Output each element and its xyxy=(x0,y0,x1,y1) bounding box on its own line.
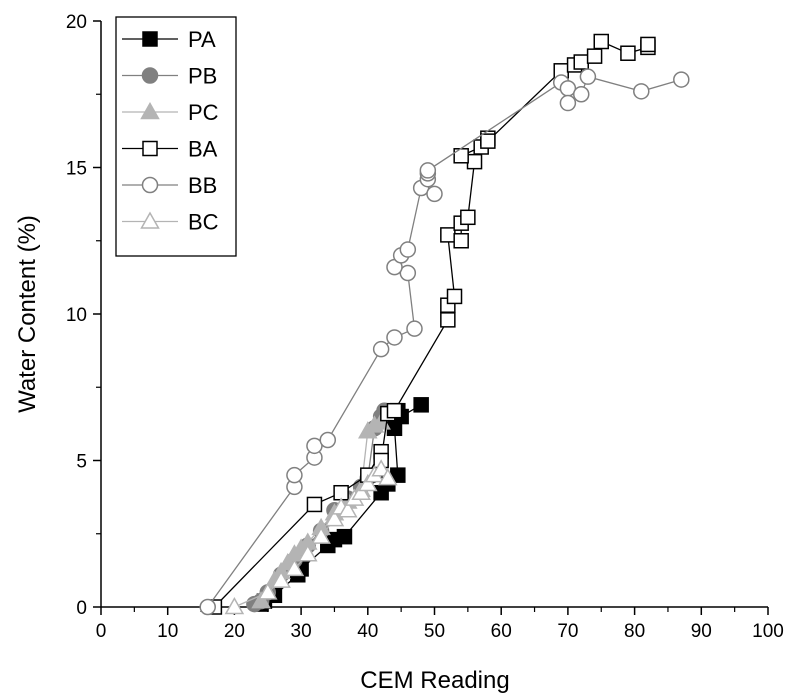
data-point-bb xyxy=(319,431,337,449)
data-point-bc xyxy=(271,570,291,588)
data-point-bb xyxy=(386,329,403,346)
series-bb xyxy=(199,68,690,616)
series-line-ba xyxy=(213,40,649,608)
x-tick-label: 90 xyxy=(691,621,712,642)
data-point-bb xyxy=(559,94,577,112)
x-tick-label: 20 xyxy=(224,621,245,642)
legend-label-ba: BA xyxy=(188,137,218,162)
data-point-bb xyxy=(199,598,216,616)
x-tick-label: 60 xyxy=(491,621,512,642)
y-tick-label: 5 xyxy=(76,452,87,473)
data-point-pa xyxy=(336,528,353,545)
data-point-bb xyxy=(673,71,690,88)
data-point-bc xyxy=(338,500,358,518)
legend-marker-bc xyxy=(140,211,160,229)
data-point-ba xyxy=(480,133,496,149)
data-point-bc xyxy=(224,596,245,615)
x-tick-label: 80 xyxy=(624,621,645,642)
data-point-bc xyxy=(351,482,371,500)
legend-marker-pb xyxy=(141,67,159,84)
data-point-bb xyxy=(399,264,417,282)
legend-label-pa: PA xyxy=(188,27,216,52)
legend-label-pb: PB xyxy=(188,64,217,89)
x-tick-label: 0 xyxy=(96,621,107,642)
data-point-bc xyxy=(358,473,378,492)
data-point-pa xyxy=(413,397,429,413)
legend-marker-pc xyxy=(140,101,160,120)
data-point-ba xyxy=(460,209,476,226)
legend-box xyxy=(115,16,237,257)
data-point-ba xyxy=(620,45,636,61)
data-point-ba xyxy=(306,496,323,513)
data-point-bb xyxy=(419,162,437,179)
data-point-bc xyxy=(257,582,278,600)
data-point-bc xyxy=(284,558,305,577)
legend-label-bc: BC xyxy=(188,210,219,235)
x-axis-label: CEM Reading xyxy=(360,667,509,693)
data-point-bc xyxy=(311,526,331,544)
legend-marker-pa xyxy=(142,31,158,47)
y-tick-label: 15 xyxy=(66,159,87,180)
data-point-bb xyxy=(406,320,423,337)
x-tick-label: 70 xyxy=(557,621,578,642)
y-tick-label: 10 xyxy=(66,305,87,326)
data-point-bc xyxy=(371,459,391,477)
y-tick-label: 20 xyxy=(66,12,87,33)
x-tick-label: 10 xyxy=(157,621,178,642)
y-axis-label: Water Content (%) xyxy=(14,215,41,413)
x-tick-label: 50 xyxy=(424,621,445,642)
data-point-bb xyxy=(579,68,597,85)
x-tick-label: 30 xyxy=(291,621,312,642)
axes-layer: 0 10 20 30 40 50 60 70 80 90 100 0 5 10 15 20 xyxy=(66,12,784,642)
data-point-bc xyxy=(324,509,345,527)
data-point-bb xyxy=(426,185,443,203)
data-point-ba xyxy=(446,288,463,305)
data-point-bb xyxy=(399,241,417,258)
legend-label-bb: BB xyxy=(188,173,217,198)
data-point-bb xyxy=(572,86,590,103)
data-point-ba xyxy=(593,33,609,50)
data-point-ba xyxy=(440,227,456,243)
data-point-ba xyxy=(440,312,456,328)
legend-marker-bb xyxy=(141,176,159,194)
series-layer xyxy=(199,33,690,616)
legend-marker-ba xyxy=(142,140,158,157)
data-point-ba xyxy=(640,36,656,53)
data-point-ba xyxy=(386,402,403,419)
data-point-ba xyxy=(586,48,603,64)
x-tick-label: 40 xyxy=(357,621,378,642)
data-point-bb xyxy=(633,83,650,100)
series-ba xyxy=(206,33,656,615)
data-point-bb xyxy=(306,437,323,455)
legend: PA PB PC BA BB BC xyxy=(115,16,237,257)
data-point-ba xyxy=(453,233,469,249)
data-point-ba xyxy=(573,54,589,70)
series-bc xyxy=(224,459,398,615)
legend-label-pc: PC xyxy=(188,100,219,125)
data-point-ba xyxy=(466,153,483,170)
y-tick-label: 0 xyxy=(76,598,87,619)
data-point-bb xyxy=(372,340,390,358)
data-point-bb xyxy=(286,466,303,484)
series-line-bb xyxy=(207,75,682,608)
data-point-bc xyxy=(378,468,398,486)
x-tick-label: 100 xyxy=(752,621,784,642)
data-point-pc xyxy=(371,412,391,430)
data-point-pc xyxy=(251,591,271,609)
data-point-bc xyxy=(297,544,318,562)
